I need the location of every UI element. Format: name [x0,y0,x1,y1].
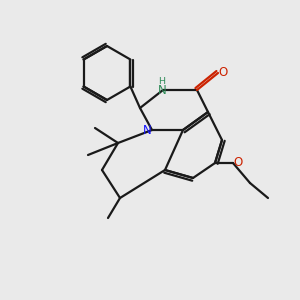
Text: N: N [142,124,152,136]
Text: O: O [218,67,228,80]
Text: N: N [158,83,166,97]
Text: H: H [158,77,166,86]
Text: O: O [233,157,243,169]
